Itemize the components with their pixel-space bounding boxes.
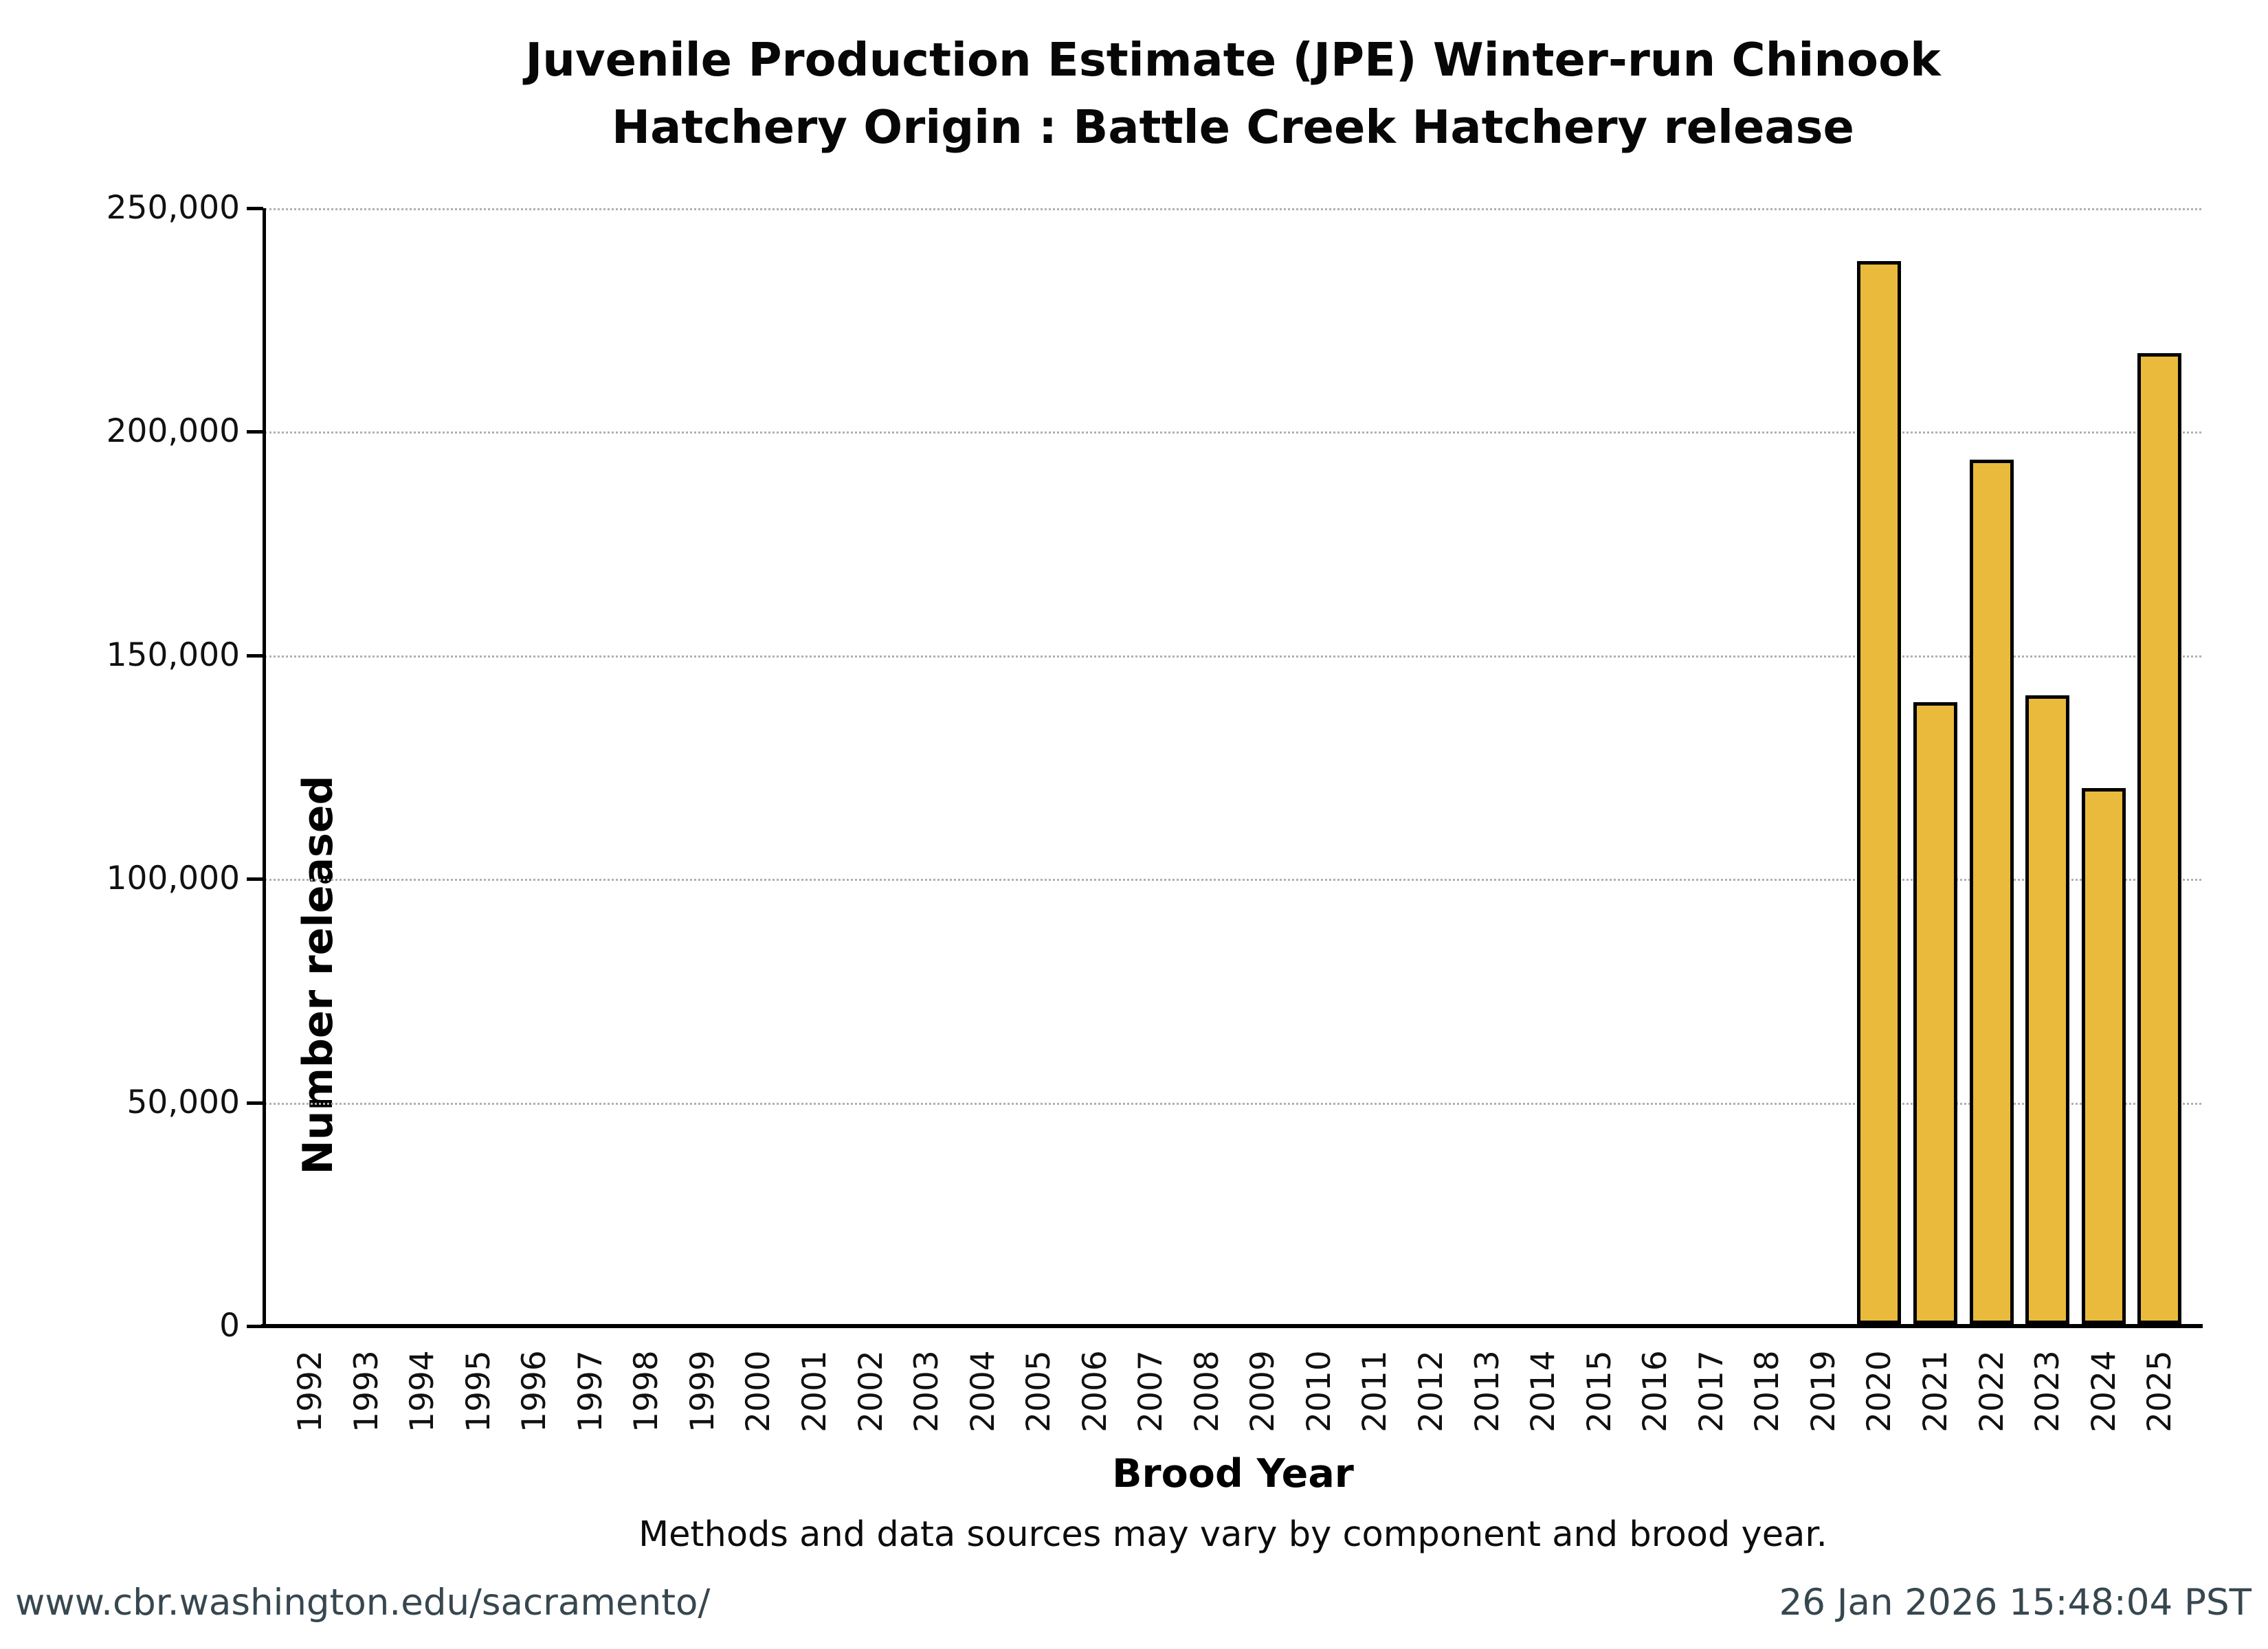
y-tick-label: 250,000 xyxy=(106,189,240,227)
footer-timestamp: 26 Jan 2026 15:48:04 PST xyxy=(1779,1582,2252,1624)
x-tick-label-2025: 2025 xyxy=(2140,1350,2179,1433)
gridline-200,000 xyxy=(265,431,2201,434)
y-axis-title: Number released xyxy=(294,775,342,1175)
bar-2022 xyxy=(1969,460,2014,1324)
y-tick-label: 200,000 xyxy=(106,412,240,451)
gridline-100,000 xyxy=(265,879,2201,882)
plot-area: Number released 0 50,000 100,000 150,000 200… xyxy=(107,189,2203,1433)
bar-2020 xyxy=(1857,261,1902,1324)
y-tick-label: 100,000 xyxy=(106,860,240,898)
y-axis-spine xyxy=(263,208,266,1328)
chart-title-line2: Hatchery Origin : Battle Creek Hatchery … xyxy=(612,100,1854,154)
gridline-50,000 xyxy=(265,1102,2201,1105)
y-tick-mark xyxy=(247,877,263,882)
chart-title-line1: Juvenile Production Estimate (JPE) Winte… xyxy=(525,33,1941,87)
y-tick-label: 150,000 xyxy=(106,636,240,674)
bar-2024 xyxy=(2081,788,2126,1324)
bar-2023 xyxy=(2025,695,2070,1324)
gridline-250,000 xyxy=(265,208,2201,210)
x-axis-spine xyxy=(261,1324,2203,1328)
methods-footnote: Methods and data sources may vary by com… xyxy=(638,1514,1827,1555)
gridline-150,000 xyxy=(265,655,2201,658)
y-tick-mark xyxy=(247,207,263,210)
y-tick-label: 50,000 xyxy=(126,1083,240,1121)
y-tick-mark xyxy=(247,1325,263,1328)
x-axis-title: Brood Year xyxy=(1112,1451,1354,1496)
footer-url: www.cbr.washington.edu/sacramento/ xyxy=(15,1582,711,1624)
y-tick-mark xyxy=(247,653,263,658)
y-tick-mark xyxy=(247,430,263,434)
y-tick-mark xyxy=(247,1101,263,1105)
y-tick-label: 0 xyxy=(219,1307,240,1345)
bar-2021 xyxy=(1913,702,1957,1324)
bar-2025 xyxy=(2137,353,2182,1324)
